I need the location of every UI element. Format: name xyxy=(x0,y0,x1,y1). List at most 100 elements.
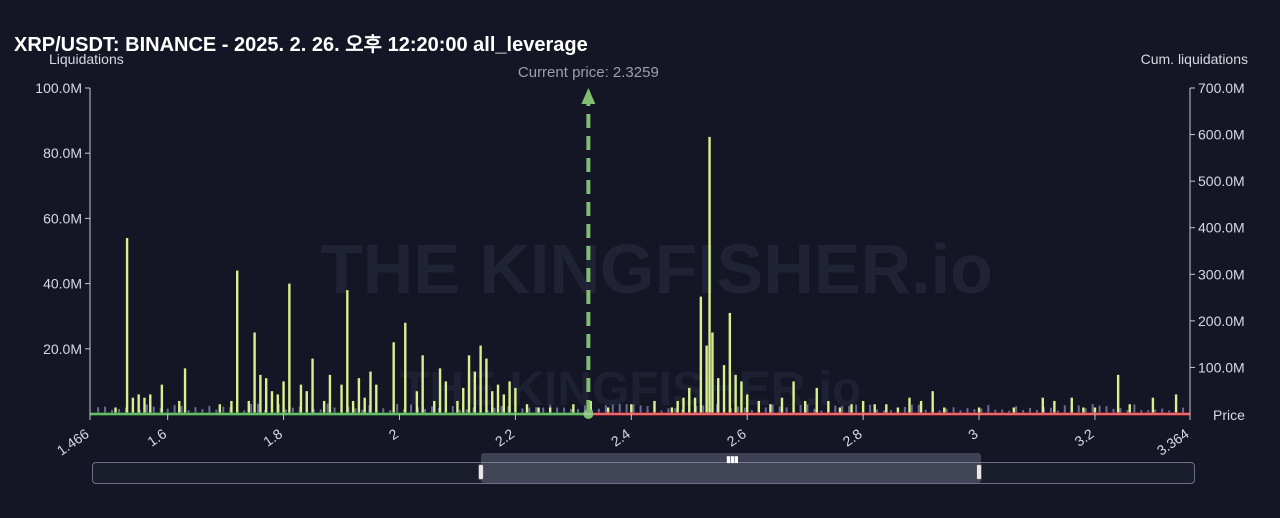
minor-bar xyxy=(639,405,642,414)
liquidation-bar xyxy=(340,384,343,414)
liquidation-bar xyxy=(711,332,714,414)
minor-bar xyxy=(813,408,816,414)
liquidation-bar xyxy=(467,355,471,414)
x-tick-label: 2 xyxy=(386,425,402,443)
minor-bar xyxy=(333,407,336,414)
minor-bar xyxy=(542,407,545,414)
liquidation-bar xyxy=(850,404,853,414)
minor-bar xyxy=(430,406,433,414)
minor-bar xyxy=(243,410,246,414)
liquidation-bar xyxy=(253,332,256,414)
liquidation-bar xyxy=(282,381,285,414)
minor-bar xyxy=(423,409,426,414)
minor-bar xyxy=(250,404,253,414)
liquidation-bar xyxy=(137,394,140,414)
liquidation-bar xyxy=(485,358,488,414)
chart-title: XRP/USDT: BINANCE - 2025. 2. 26. 오후 12:2… xyxy=(14,34,588,56)
liquidation-bar xyxy=(178,400,181,414)
liquidation-bar xyxy=(375,384,378,414)
liquidation-bar xyxy=(548,407,552,414)
minor-bar xyxy=(500,405,503,414)
minor-bar xyxy=(1001,409,1004,414)
minor-bar xyxy=(111,409,114,414)
liquidation-bar xyxy=(247,400,250,414)
minor-bar xyxy=(493,407,496,414)
minor-bar xyxy=(987,405,990,414)
minor-bar xyxy=(667,408,670,414)
minor-bar xyxy=(785,407,788,414)
minor-bar xyxy=(570,408,573,414)
liquidation-bar xyxy=(769,404,772,414)
minor-bar xyxy=(876,409,879,414)
range-slider-right-handle[interactable] xyxy=(976,464,982,480)
minor-bar xyxy=(1119,408,1122,414)
liquidation-bar xyxy=(230,400,233,414)
minor-bar xyxy=(576,409,579,414)
liquidation-bar xyxy=(931,391,934,414)
minor-bar xyxy=(458,409,461,414)
minor-bar xyxy=(1008,410,1011,414)
minor-bar xyxy=(1112,408,1115,414)
liquidation-bar xyxy=(491,391,494,414)
minor-bar xyxy=(166,408,169,414)
liquidation-bar xyxy=(473,371,477,414)
minor-bar xyxy=(750,410,753,414)
range-slider-left-handle[interactable] xyxy=(478,464,484,480)
liquidation-bar xyxy=(1012,407,1016,414)
liquidation-bar xyxy=(462,387,465,414)
minor-bar xyxy=(187,410,190,414)
liquidation-bar xyxy=(288,283,291,414)
liquidation-bar xyxy=(525,404,529,414)
minor-bar xyxy=(152,406,155,414)
x-tick-label: 1.8 xyxy=(260,425,285,449)
minor-bar xyxy=(1091,404,1094,414)
minor-bar xyxy=(917,404,920,414)
y-axis-left-title: Liquidations xyxy=(49,51,124,67)
liquidation-bar xyxy=(276,394,279,414)
minor-bar xyxy=(1140,410,1143,414)
liquidation-bar xyxy=(838,407,842,414)
minor-bar xyxy=(834,405,837,414)
liquidation-bar xyxy=(699,296,703,414)
minor-bar xyxy=(611,404,614,414)
liquidation-bar xyxy=(218,404,222,414)
minor-bar xyxy=(743,407,746,414)
minor-bar xyxy=(848,406,851,414)
minor-bar xyxy=(117,408,120,414)
minor-bar xyxy=(771,404,774,414)
minor-bar xyxy=(180,406,183,414)
x-tick-label: 2.4 xyxy=(608,425,633,449)
liquidation-bar xyxy=(328,374,332,414)
y-left-tick-label: 20.0M xyxy=(43,341,82,357)
liquidation-bar xyxy=(236,270,239,414)
x-tick-label: 3.364 xyxy=(1154,425,1192,458)
liquidation-bar xyxy=(1053,400,1056,414)
minor-bar xyxy=(973,409,976,414)
range-slider-window[interactable]: ▮▮▮ xyxy=(481,453,981,483)
x-tick-label: 2.2 xyxy=(492,425,517,449)
current-price-label: Current price: 2.3259 xyxy=(518,64,659,81)
liquidation-bar xyxy=(885,404,888,414)
minor-bar xyxy=(959,410,962,414)
liquidation-bar xyxy=(456,400,459,414)
liquidation-bar xyxy=(270,391,274,414)
minor-bar xyxy=(354,408,357,414)
minor-bar xyxy=(194,407,197,414)
liquidation-bar xyxy=(502,394,506,414)
liquidation-bar xyxy=(1041,397,1044,414)
minor-bar xyxy=(389,410,392,414)
minor-bar xyxy=(924,409,927,414)
minor-bar xyxy=(841,405,844,414)
minor-bar xyxy=(291,407,294,414)
minor-bar xyxy=(382,408,385,414)
liquidation-bar xyxy=(299,384,303,414)
liquidation-bar xyxy=(1082,407,1085,414)
liquidation-bar xyxy=(815,387,818,414)
liquidation-bar xyxy=(873,404,876,414)
y-left-tick-label: 80.0M xyxy=(43,145,82,161)
liquidation-bar xyxy=(1070,397,1073,414)
liquidation-bar xyxy=(264,378,268,414)
range-slider[interactable]: ▮▮▮ xyxy=(92,453,1195,484)
minor-bar xyxy=(257,403,260,414)
grip-icon[interactable]: ▮▮▮ xyxy=(726,454,739,464)
